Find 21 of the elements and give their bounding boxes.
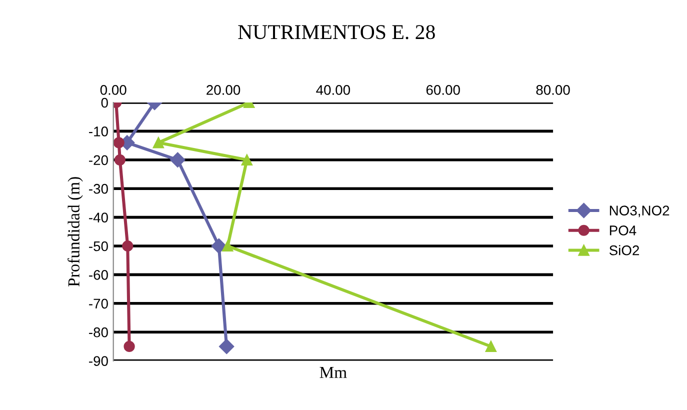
y-tick-label: -10 — [89, 126, 108, 136]
x-tick-label: 0.00 — [100, 85, 126, 95]
legend-label: PO4 — [610, 226, 636, 236]
y-tick-label: -60 — [89, 270, 108, 280]
y-tick-label: 0 — [101, 98, 108, 108]
x-tick-label: 80.00 — [536, 85, 570, 95]
chart-title: NUTRIMENTOS E. 28 — [238, 25, 435, 40]
y-tick-label: -70 — [89, 298, 108, 309]
legend-label: SiO2 — [609, 245, 639, 256]
y-tick-label: -80 — [89, 327, 108, 338]
y-tick-label: -50 — [89, 241, 108, 252]
x-tick-label: 60.00 — [426, 85, 460, 95]
y-tick-label: -20 — [89, 155, 108, 166]
y-axis-title: Profundidad (m) — [68, 177, 83, 286]
y-tick-label: -40 — [89, 212, 108, 222]
x-axis-title: Mm — [320, 367, 347, 378]
y-tick-label: -30 — [89, 184, 108, 194]
x-tick-label: 20.00 — [206, 85, 240, 95]
x-tick-label: 40.00 — [316, 85, 350, 95]
y-tick-label: -90 — [89, 356, 108, 366]
legend-label: NO3,NO2 — [610, 206, 670, 218]
